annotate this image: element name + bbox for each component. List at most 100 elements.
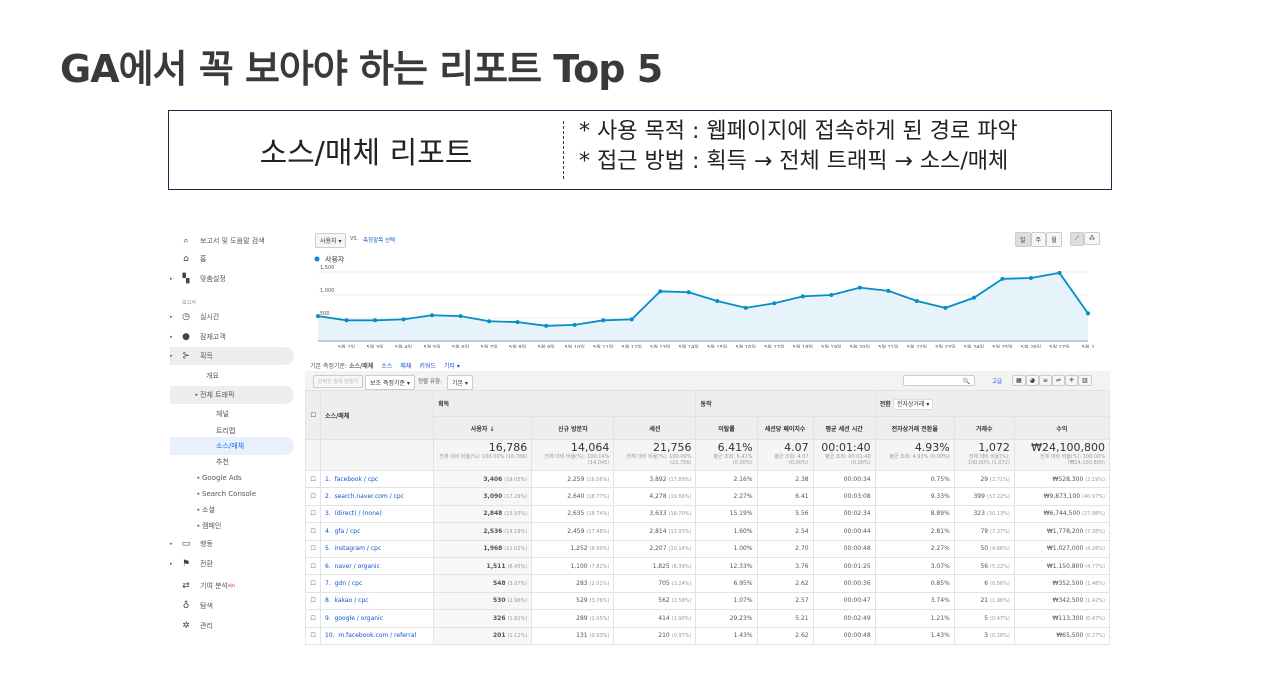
source-medium-link[interactable]: m.facebook.com / referral: [338, 632, 417, 640]
sidebar-search[interactable]: ⌕ 보고서 및 도움말 검색: [170, 232, 294, 250]
row-checkbox[interactable]: ☐: [304, 609, 322, 628]
data-point[interactable]: [886, 288, 891, 293]
row-checkbox[interactable]: ☐: [304, 469, 322, 489]
sidebar-item[interactable]: ♁ 탐색: [170, 597, 294, 615]
line-chart-icon[interactable]: ⟋: [1070, 232, 1085, 246]
column-header[interactable]: 세션당 페이지수: [756, 416, 814, 440]
sidebar-item[interactable]: ▸ ⊱ 획득: [170, 347, 294, 365]
sidebar-item[interactable]: ▸ 전체 트래픽: [170, 386, 294, 404]
dimension-keyword[interactable]: 키워드: [419, 363, 436, 370]
sidebar-item[interactable]: ▸ ◷ 실시간: [170, 312, 220, 322]
table-search-input[interactable]: 🔍: [903, 375, 975, 386]
data-point[interactable]: [515, 320, 520, 325]
source-medium-cell[interactable]: 8. kakao / cpc: [320, 591, 435, 611]
data-point[interactable]: [316, 314, 320, 319]
data-point[interactable]: [430, 313, 435, 318]
advanced-link[interactable]: 고급: [992, 379, 1003, 385]
source-medium-link[interactable]: instagram / cpc: [334, 545, 382, 553]
source-medium-link[interactable]: facebook / cpc: [334, 475, 379, 483]
data-point[interactable]: [829, 293, 834, 297]
source-medium-link[interactable]: gfa / cpc: [334, 527, 361, 535]
data-point[interactable]: [572, 322, 577, 327]
column-header[interactable]: 세션: [613, 416, 697, 440]
col-source-medium[interactable]: 소스/매체: [320, 390, 435, 440]
period-week[interactable]: 주: [1030, 232, 1047, 247]
data-point[interactable]: [344, 318, 349, 323]
row-checkbox[interactable]: ☐: [304, 574, 322, 593]
row-checkbox[interactable]: ☐: [304, 522, 322, 541]
source-medium-link[interactable]: naver / organic: [334, 562, 380, 570]
row-checkbox[interactable]: ☐: [304, 626, 322, 645]
sidebar-item[interactable]: ▸ ⚑ 전환: [170, 559, 213, 569]
data-point[interactable]: [1028, 275, 1033, 280]
period-month[interactable]: 월: [1046, 232, 1062, 247]
comparison-view-icon[interactable]: ⇌: [1051, 375, 1065, 386]
data-point[interactable]: [857, 285, 862, 290]
source-medium-cell[interactable]: 10. m.facebook.com / referral: [320, 626, 435, 645]
source-medium-cell[interactable]: 6. naver / organic: [320, 556, 435, 576]
data-point[interactable]: [401, 317, 406, 322]
term-cloud-icon[interactable]: ⁜: [1064, 375, 1079, 386]
source-medium-cell[interactable]: 4. gfa / cpc: [320, 522, 435, 541]
sidebar-item[interactable]: 채널: [170, 405, 294, 423]
data-point[interactable]: [971, 295, 976, 300]
source-medium-link[interactable]: (direct) / (none): [334, 510, 382, 518]
data-point[interactable]: [914, 298, 919, 303]
make-segment-button[interactable]: 선택한 항목 만들기: [313, 375, 363, 388]
sidebar-item[interactable]: 트리맵: [170, 422, 294, 440]
dimension-medium[interactable]: 매체: [400, 363, 412, 370]
sidebar-item[interactable]: ▸ Search Console: [197, 490, 257, 498]
data-point[interactable]: [1000, 276, 1005, 281]
motion-chart-icon[interactable]: ⁂: [1084, 232, 1100, 245]
select-metric-link[interactable]: 측정항목 선택: [363, 238, 396, 244]
select-all-checkbox[interactable]: ☐: [304, 390, 322, 440]
column-header[interactable]: 신규 방문자: [531, 416, 615, 440]
source-medium-link[interactable]: kakao / cpc: [334, 597, 369, 605]
source-medium-cell[interactable]: 7. gdn / cpc: [320, 574, 435, 593]
source-medium-cell[interactable]: 5. instagram / cpc: [320, 539, 435, 558]
data-point[interactable]: [800, 294, 805, 299]
row-checkbox[interactable]: ☐: [304, 591, 322, 611]
data-point[interactable]: [458, 314, 463, 319]
column-header[interactable]: 거래수: [953, 416, 1015, 440]
dimension-other[interactable]: 기타 ▾: [443, 363, 460, 370]
data-point[interactable]: [544, 323, 549, 328]
bar-view-icon[interactable]: ≡: [1038, 375, 1052, 386]
pivot-view-icon[interactable]: ▥: [1078, 375, 1092, 386]
sidebar-item[interactable]: 추천: [170, 453, 294, 471]
source-medium-cell[interactable]: 9. google / organic: [320, 609, 435, 628]
sort-type-dropdown[interactable]: 기본 ▾: [447, 375, 473, 390]
column-header[interactable]: 사용자 ↓: [433, 416, 533, 440]
secondary-dimension-dropdown[interactable]: 보조 측정기준 ▾: [365, 375, 415, 390]
sidebar-item[interactable]: ⇄ 기여 분석 베타: [170, 577, 294, 595]
data-point[interactable]: [1086, 311, 1090, 316]
pie-view-icon[interactable]: ◕: [1025, 375, 1039, 386]
data-point[interactable]: [1057, 270, 1062, 275]
sidebar-item[interactable]: 소스/매체: [170, 437, 294, 455]
data-point[interactable]: [943, 305, 948, 310]
sidebar-item[interactable]: 개요: [170, 367, 294, 385]
column-header[interactable]: 이탈률: [695, 416, 758, 440]
sidebar-item[interactable]: ▸ ▚ 맞춤설정: [170, 274, 226, 284]
sidebar-item[interactable]: ✲ 관리: [170, 617, 294, 635]
source-medium-link[interactable]: search.naver.com / cpc: [334, 493, 405, 501]
data-point[interactable]: [487, 319, 492, 324]
source-medium-link[interactable]: google / organic: [334, 614, 384, 622]
data-point[interactable]: [373, 318, 378, 323]
source-medium-link[interactable]: gdn / cpc: [334, 580, 363, 588]
row-checkbox[interactable]: ☐: [304, 539, 322, 558]
table-view-icon[interactable]: ▦: [1012, 375, 1026, 386]
data-point[interactable]: [629, 317, 634, 322]
data-point[interactable]: [743, 305, 748, 310]
data-point[interactable]: [772, 301, 777, 306]
sidebar-item[interactable]: ▸ 캠페인: [197, 522, 222, 530]
sidebar-item[interactable]: ▸ Google Ads: [197, 474, 242, 482]
column-header[interactable]: 평균 세션 시간: [812, 416, 876, 440]
sidebar-item[interactable]: ▸ ▭ 행동: [170, 539, 213, 549]
row-checkbox[interactable]: ☐: [304, 504, 322, 524]
data-point[interactable]: [601, 318, 606, 323]
row-checkbox[interactable]: ☐: [304, 487, 322, 506]
period-day[interactable]: 일: [1015, 232, 1031, 247]
source-medium-cell[interactable]: 2. search.naver.com / cpc: [320, 487, 435, 506]
row-checkbox[interactable]: ☐: [304, 556, 322, 576]
